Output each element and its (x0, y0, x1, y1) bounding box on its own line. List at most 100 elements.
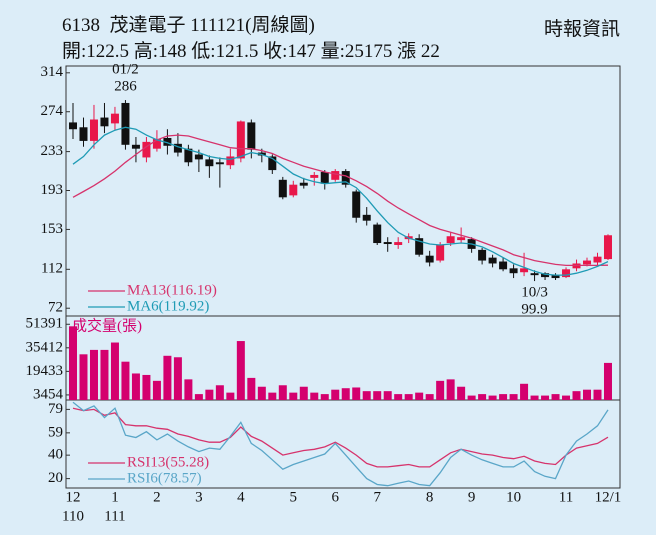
legend-label: RSI6(78.57) (127, 470, 202, 486)
volume-bar (226, 392, 235, 400)
price-panel (65, 65, 621, 317)
x-tick-label: 8 (426, 489, 434, 505)
volume-bar (257, 386, 266, 400)
volume-bar (121, 361, 130, 400)
x-tick-label: 6 (332, 489, 340, 505)
volume-bar (572, 391, 581, 400)
candle-body (551, 275, 560, 279)
series-line (72, 134, 609, 267)
volume-bar (603, 362, 612, 400)
header-summary: 開:122.5 高:148 低:121.5 收:147 量:25175 漲 22 (62, 41, 440, 62)
x-tick-label: 4 (237, 489, 245, 505)
volume-bar (173, 357, 182, 400)
candle-body (184, 148, 193, 163)
x-tick-label: 7 (373, 489, 381, 505)
x-tick-label: 10 (506, 489, 521, 505)
volume-bar (551, 394, 560, 400)
volume-bar (593, 389, 602, 400)
candle-body (499, 261, 508, 270)
candle-body (236, 121, 245, 159)
candle-body (383, 242, 392, 245)
volume-bar (562, 395, 571, 400)
annotation-date: 10/3 (521, 285, 548, 301)
series-line (72, 401, 609, 487)
volume-bar (436, 380, 445, 400)
candle-body (341, 171, 350, 185)
x-tick-label: 5 (290, 489, 298, 505)
candle-body (446, 236, 455, 244)
annotation-value: 99.9 (521, 302, 547, 318)
volume-bar (373, 391, 382, 400)
volume-bar (583, 389, 592, 400)
x-tick-label: 12/1 (595, 489, 622, 505)
y-tick-label: 112 (41, 261, 63, 277)
volume-bar (457, 386, 466, 400)
y-tick-label: 20 (48, 470, 63, 486)
annotation-value: 286 (114, 78, 137, 94)
candle-body (509, 268, 518, 274)
series-line (72, 126, 609, 276)
candle-body (194, 154, 203, 160)
volume-bar (163, 355, 172, 400)
candle-body (310, 174, 319, 178)
volume-bar (362, 391, 371, 400)
header-title: 6138 茂達電子 111121(周線圖) (62, 15, 315, 36)
legend-label: MA13(116.19) (127, 282, 217, 298)
candle-body (530, 273, 539, 276)
x-tick-label: 12 (66, 489, 81, 505)
volume-bar (467, 395, 476, 400)
candle-body (562, 269, 571, 278)
y-tick-label: 19433 (26, 363, 64, 379)
volume-bar (320, 394, 329, 400)
volume-bar (310, 392, 319, 400)
y-tick-label: 72 (48, 300, 63, 316)
candle-body (603, 235, 612, 260)
candle-body (69, 122, 77, 130)
volume-bar (394, 394, 403, 400)
candle-body (352, 191, 361, 218)
legend-label: RSI13(55.28) (127, 454, 209, 470)
x-year-label: 110 (62, 508, 84, 524)
candle-body (425, 255, 434, 263)
candle-body (520, 268, 529, 273)
candle-body (152, 138, 161, 149)
volume-bar (520, 383, 529, 400)
volume-bar (236, 341, 245, 400)
volume-bar (142, 374, 151, 400)
volume-bar (152, 380, 161, 400)
candle-body (415, 238, 424, 255)
candle-body (299, 182, 308, 186)
volume-bar (404, 394, 413, 400)
y-tick-label: 79 (48, 401, 63, 417)
volume-bar (541, 395, 550, 400)
x-tick-label: 11 (559, 489, 573, 505)
candle-body (173, 143, 182, 153)
candle-body (320, 172, 329, 184)
candle-body (593, 256, 602, 263)
volume-bar (530, 395, 539, 400)
volume-bar (131, 373, 140, 400)
volume-bar (299, 386, 308, 400)
header-source: 時報資訊 (543, 19, 620, 40)
series-line (72, 407, 609, 468)
volume-bar (184, 379, 193, 400)
volume-bar (247, 377, 256, 400)
volume-bar (331, 389, 340, 400)
volume-bar (478, 394, 487, 400)
x-tick-label: 9 (468, 489, 476, 505)
candle-body (121, 102, 130, 145)
candle-body (478, 249, 487, 261)
volume-bar (289, 392, 298, 400)
volume-bar (446, 379, 455, 400)
candle-body (100, 117, 109, 127)
volume-bar (509, 394, 518, 400)
y-tick-label: 40 (48, 447, 63, 463)
candle-body (457, 237, 466, 241)
candle-body (331, 171, 340, 180)
x-tick-label: 1 (111, 489, 119, 505)
candle-body (131, 144, 140, 149)
volume-bar (89, 349, 98, 400)
candle-body (89, 119, 98, 141)
